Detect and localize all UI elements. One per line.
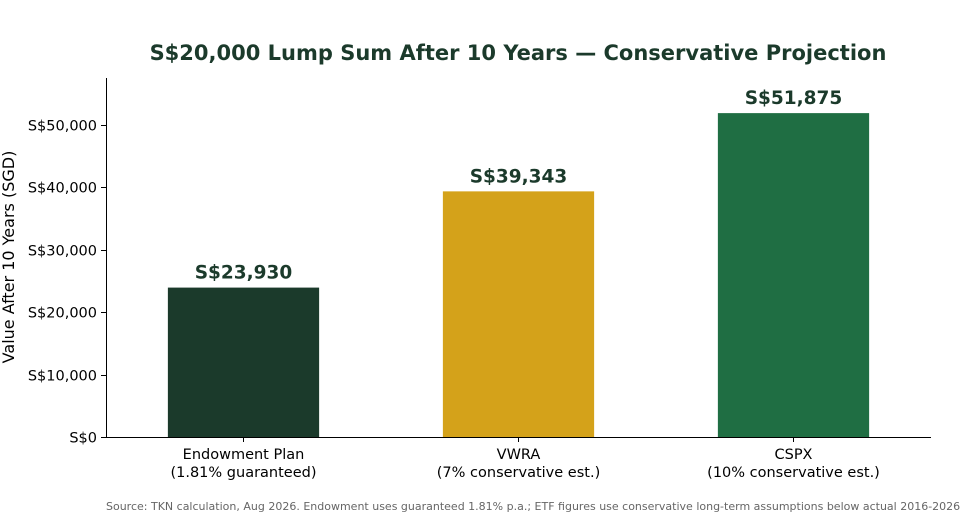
bar-value-label: S$51,875 bbox=[745, 88, 843, 109]
y-tick-label: S$0 bbox=[69, 431, 97, 447]
plot-area: S$0 S$10,000 S$20,000 S$30,000 S$40,000 S$50,… bbox=[28, 88, 880, 481]
x-tick-label: VWRA bbox=[497, 447, 541, 463]
x-tick-label: (10% conservative est.) bbox=[707, 465, 880, 481]
bar-value-label: S$23,930 bbox=[195, 263, 293, 284]
x-tick-label: (7% conservative est.) bbox=[437, 465, 600, 481]
y-tick-label: S$10,000 bbox=[28, 369, 97, 385]
y-tick-label: S$30,000 bbox=[28, 244, 97, 260]
bar bbox=[717, 113, 870, 437]
chart-title: S$20,000 Lump Sum After 10 Years — Conse… bbox=[150, 41, 887, 65]
y-axis-label: Value After 10 Years (SGD) bbox=[0, 151, 18, 364]
y-tick-label: S$20,000 bbox=[28, 306, 97, 322]
bar bbox=[442, 191, 595, 437]
x-tick-label: Endowment Plan bbox=[183, 447, 305, 463]
y-tick-label: S$50,000 bbox=[28, 119, 97, 135]
x-tick-label: CSPX bbox=[774, 447, 812, 463]
x-tick-label: (1.81% guaranteed) bbox=[170, 465, 316, 481]
source-note: Source: TKN calculation, Aug 2026. Endow… bbox=[106, 500, 960, 513]
bar bbox=[167, 287, 320, 437]
bar-value-label: S$39,343 bbox=[470, 166, 568, 187]
y-tick-label: S$40,000 bbox=[28, 181, 97, 197]
